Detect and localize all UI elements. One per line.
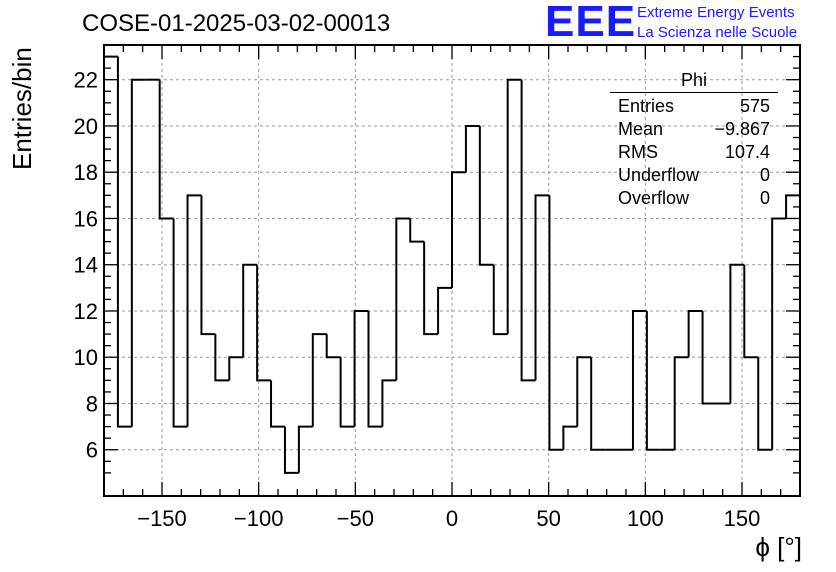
histogram-bin <box>186 194 202 427</box>
histogram-bin <box>492 264 508 336</box>
histogram-bin <box>409 218 425 243</box>
stats-value: 107.4 <box>724 142 770 162</box>
y-tick-label: 22 <box>74 68 98 93</box>
histogram-bin <box>353 309 369 427</box>
histogram-bin <box>631 309 647 450</box>
x-tick-label: 100 <box>627 506 664 531</box>
stats-value: 0 <box>759 188 770 208</box>
histogram-bin <box>283 426 299 474</box>
histogram-bin <box>451 171 466 288</box>
histogram-bin <box>242 263 258 358</box>
histogram-bin <box>645 310 661 451</box>
stats-value: 575 <box>739 96 770 116</box>
x-tick-label: 50 <box>536 506 560 531</box>
histogram-bin <box>478 125 494 266</box>
histogram-bin <box>339 357 355 428</box>
histogram-bin <box>116 56 132 428</box>
histogram-bin <box>464 124 480 173</box>
stats-label: Mean <box>618 119 664 139</box>
histogram-bin <box>395 217 411 381</box>
histogram-bin <box>520 79 536 382</box>
logo-mark: EEE <box>545 0 637 46</box>
stats-row-entries: Entries 575 <box>610 95 778 118</box>
logo-line-1: Extreme Energy Events <box>637 4 795 21</box>
x-tick-label: −100 <box>234 506 284 531</box>
stats-value: 0 <box>759 165 770 185</box>
histogram-bin <box>506 78 522 335</box>
histogram-bin <box>297 425 313 473</box>
y-tick-label: 16 <box>74 206 98 231</box>
stats-label: RMS <box>618 142 658 162</box>
histogram-bin <box>548 195 564 451</box>
y-tick-label: 14 <box>74 253 98 278</box>
histogram-bin <box>590 357 606 451</box>
x-tick-label: −150 <box>137 506 187 531</box>
histogram-bin <box>130 78 146 427</box>
y-tick-label: 18 <box>74 160 98 185</box>
histogram-bin <box>200 195 216 336</box>
x-tick-label: 150 <box>724 506 761 531</box>
histogram-bin <box>325 334 341 359</box>
histogram-title: COSE-01-2025-03-02-00013 <box>82 10 391 37</box>
stats-value: −9.867 <box>714 119 770 139</box>
histogram-bin <box>673 356 689 450</box>
stats-row-mean: Mean −9.867 <box>610 118 778 141</box>
stats-label: Underflow <box>618 165 700 185</box>
stats-box: Phi Entries 575 Mean −9.867 RMS 107.4 Un… <box>610 70 778 210</box>
histogram-bin <box>757 357 773 451</box>
histogram-bin <box>311 333 327 427</box>
histogram-bin <box>437 286 452 335</box>
stats-label: Entries <box>618 96 675 116</box>
logo-line-2: La Scienza nelle Scuole <box>637 24 798 41</box>
histogram-bin <box>562 425 578 450</box>
histogram-bin <box>771 217 787 450</box>
stats-row-overflow: Overflow 0 <box>610 187 778 210</box>
histogram-bin <box>576 356 592 427</box>
histogram-bin <box>381 379 397 427</box>
y-tick-label: 8 <box>86 391 98 416</box>
stats-box-name: Phi <box>610 70 778 93</box>
histogram-bin <box>158 79 174 220</box>
histogram-bin <box>228 356 244 381</box>
histogram-bin <box>367 310 383 428</box>
histogram-bin <box>256 264 272 382</box>
histogram-bin <box>729 263 745 404</box>
y-tick-label: 6 <box>86 438 98 463</box>
stats-label: Overflow <box>618 188 690 208</box>
y-tick-label: 20 <box>74 114 98 139</box>
histogram-bin <box>423 241 439 336</box>
y-tick-label: 10 <box>74 345 98 370</box>
y-tick-label: 12 <box>74 299 98 324</box>
histogram-bin <box>270 380 285 428</box>
x-tick-label: −50 <box>337 506 374 531</box>
histogram-bin <box>534 194 550 381</box>
x-axis-label: ϕ [°] <box>755 532 802 562</box>
stats-row-underflow: Underflow 0 <box>610 164 778 187</box>
histogram-bin <box>687 309 703 358</box>
histogram-bin <box>172 218 188 428</box>
histogram-bin <box>701 310 717 405</box>
histogram-bin <box>743 264 759 359</box>
x-tick-label: 0 <box>446 506 458 531</box>
histogram-bin <box>214 334 230 382</box>
stats-row-rms: RMS 107.4 <box>610 141 778 164</box>
